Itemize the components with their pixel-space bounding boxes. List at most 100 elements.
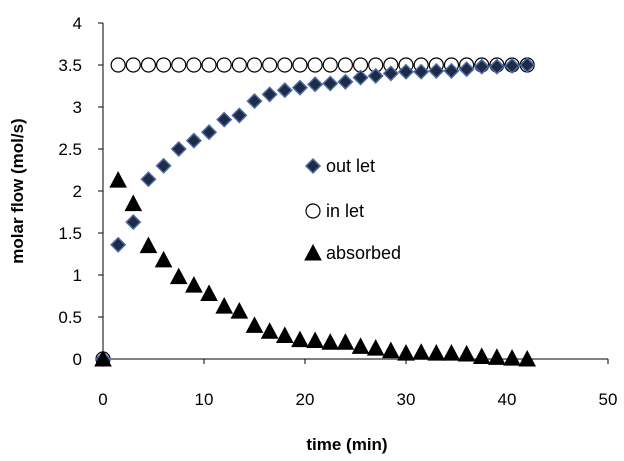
data-point-circle: [216, 57, 232, 73]
data-point-diamond: [443, 62, 460, 79]
y-tick-label: 0: [73, 350, 82, 369]
data-point-diamond: [246, 93, 263, 110]
y-tick-label: 2: [73, 182, 82, 201]
data-point-triangle: [457, 344, 476, 362]
data-point-triangle: [382, 341, 400, 359]
data-point-triangle: [412, 343, 430, 360]
data-point-triangle: [230, 302, 249, 319]
data-point-diamond: [473, 58, 490, 75]
data-point-diamond: [488, 58, 505, 75]
data-point-circle: [110, 57, 126, 73]
data-point-triangle: [185, 276, 203, 293]
data-point-diamond: [337, 73, 354, 90]
data-point-triangle: [321, 333, 340, 350]
data-point-circle: [246, 57, 263, 73]
data-point-diamond: [261, 86, 278, 103]
data-point-triangle: [124, 194, 143, 212]
data-markers: [94, 56, 537, 368]
data-point-triangle: [154, 250, 173, 268]
data-point-triangle: [139, 236, 158, 254]
data-point-triangle: [427, 344, 446, 361]
x-tick-label: 50: [599, 390, 618, 409]
data-point-triangle: [351, 337, 370, 354]
x-tick-label: 10: [195, 390, 214, 409]
x-axis-title: time (min): [306, 435, 387, 454]
legend-label: in let: [326, 201, 364, 221]
data-point-circle: [337, 57, 353, 73]
x-tick-label: 0: [98, 390, 107, 409]
data-point-diamond: [322, 75, 339, 92]
data-point-diamond: [382, 65, 399, 82]
legend-marker-circle: [305, 203, 321, 219]
data-point-circle: [292, 57, 308, 73]
y-tick-label: 0.5: [58, 308, 82, 327]
data-point-triangle: [518, 349, 537, 367]
series-absorbed: [94, 171, 537, 367]
x-tick-label: 30: [397, 390, 416, 409]
legend-marker-diamond: [304, 157, 322, 175]
data-point-triangle: [488, 348, 506, 365]
data-point-circle: [140, 57, 157, 73]
data-point-circle: [277, 57, 293, 73]
data-point-diamond: [155, 157, 172, 174]
y-tick-label: 2.5: [58, 140, 82, 159]
data-point-circle: [125, 57, 141, 73]
data-point-triangle: [94, 349, 112, 367]
data-point-triangle: [291, 330, 309, 348]
legend-label: out let: [326, 156, 375, 176]
plot-area: 0 10 20 30 40 50 0 0.5 1 1.5 2 2.5 3 3.5 4: [58, 14, 617, 409]
data-point-triangle: [442, 344, 461, 361]
data-point-circle: [171, 57, 187, 73]
data-point-triangle: [109, 171, 127, 188]
data-point-circle: [262, 57, 278, 73]
data-point-diamond: [185, 132, 202, 149]
data-point-diamond: [458, 61, 475, 78]
y-axis-title: molar flow (mol/s): [8, 118, 27, 263]
data-point-triangle: [336, 333, 355, 350]
legend: out let in let absorbed: [304, 156, 401, 263]
x-tick-label: 40: [498, 390, 517, 409]
data-point-circle: [156, 57, 172, 73]
data-point-diamond: [110, 236, 127, 253]
data-point-diamond: [276, 82, 293, 99]
legend-marker-triangle: [304, 243, 322, 261]
data-point-circle: [201, 57, 217, 73]
data-point-diamond: [428, 62, 445, 79]
data-point-diamond: [291, 79, 309, 96]
data-point-circle: [231, 57, 247, 73]
data-point-triangle: [397, 344, 415, 361]
legend-label: absorbed: [326, 243, 401, 263]
y-tick-label: 3.5: [58, 56, 82, 75]
data-point-triangle: [169, 267, 188, 285]
y-axis-ticks: 0 0.5 1 1.5 2 2.5 3 3.5 4: [58, 14, 103, 369]
data-point-diamond: [519, 56, 536, 74]
data-point-triangle: [366, 339, 385, 356]
data-point-triangle: [306, 331, 324, 349]
data-point-triangle: [275, 326, 294, 343]
y-tick-label: 4: [73, 14, 82, 33]
y-tick-label: 3: [73, 98, 82, 117]
data-point-diamond: [352, 69, 369, 86]
data-point-diamond: [140, 171, 157, 188]
data-point-circle: [307, 57, 323, 73]
data-point-circle: [322, 57, 338, 73]
y-tick-label: 1.5: [58, 224, 82, 243]
data-point-diamond: [125, 214, 142, 231]
x-axis-ticks: 0 10 20 30 40 50: [98, 359, 617, 409]
data-point-diamond: [170, 140, 187, 158]
x-tick-label: 20: [296, 390, 315, 409]
y-tick-label: 1: [73, 266, 82, 285]
data-point-triangle: [472, 347, 491, 364]
data-point-diamond: [397, 63, 415, 80]
data-point-triangle: [200, 284, 218, 301]
data-point-diamond: [307, 76, 324, 93]
data-point-circle: [186, 57, 202, 73]
data-point-triangle: [503, 349, 521, 366]
data-point-diamond: [231, 107, 248, 124]
data-point-diamond: [200, 124, 218, 141]
data-point-diamond: [367, 67, 384, 84]
data-point-triangle: [215, 297, 234, 314]
data-point-triangle: [245, 316, 264, 333]
data-point-diamond: [216, 111, 233, 128]
